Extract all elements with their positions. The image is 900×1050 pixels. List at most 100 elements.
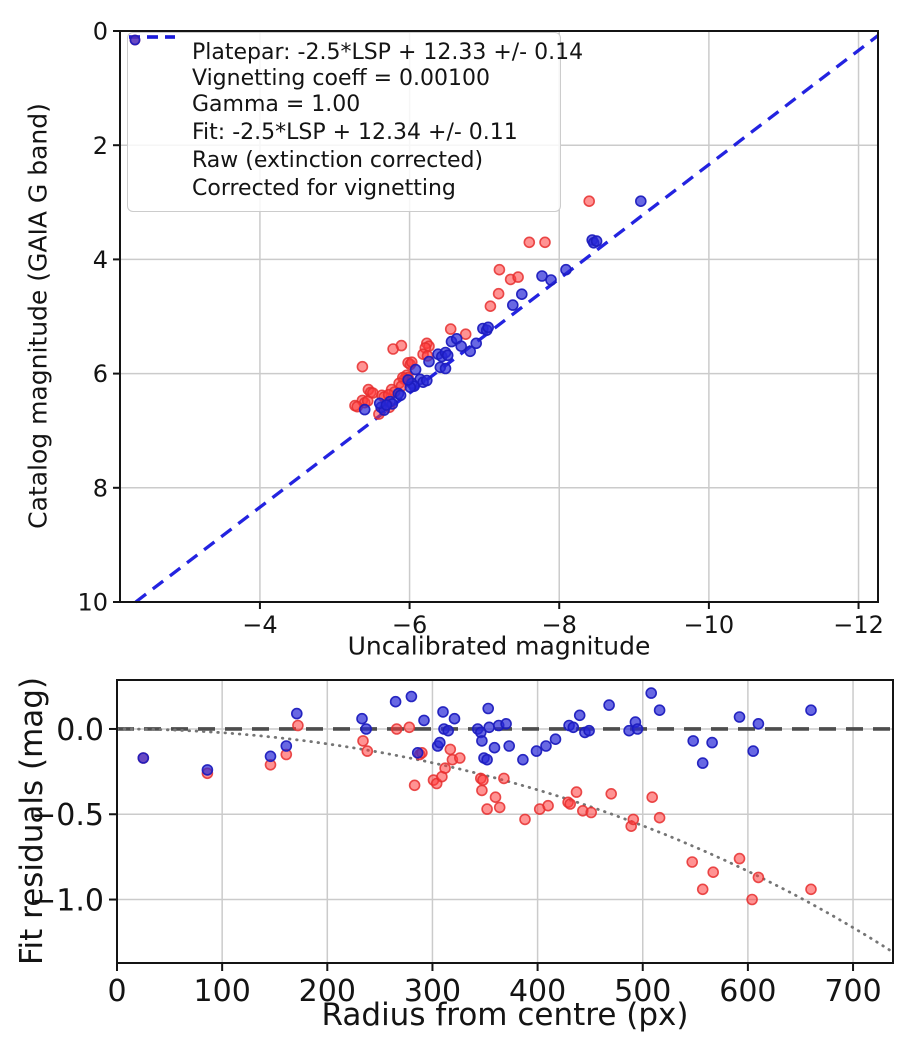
legend-gamma-line: Gamma = 1.00 (192, 92, 361, 117)
data-point-corrected (733, 711, 746, 723)
data-point-corrected (560, 263, 572, 276)
data-point-raw (585, 806, 598, 819)
data-point-corrected (360, 723, 373, 735)
data-point-corrected (411, 746, 424, 759)
data-point-corrected (530, 745, 543, 757)
data-point-raw (542, 799, 554, 812)
y-tick-label: 6 (93, 360, 108, 388)
data-point-corrected (448, 712, 461, 725)
data-point-raw (477, 774, 489, 786)
data-point-corrected (567, 721, 580, 734)
data-point-corrected (356, 712, 368, 725)
data-point-corrected (706, 736, 718, 749)
data-point-raw (390, 723, 403, 735)
fit-line (134, 34, 880, 604)
data-point-corrected (752, 717, 765, 730)
legend-entry-fit: Fit: -2.5*LSP + 12.34 +/- 0.11 (129, 35, 552, 146)
data-point-corrected (476, 735, 488, 747)
data-point-corrected (290, 707, 303, 720)
data-point-raw (292, 719, 304, 732)
data-point-raw (733, 852, 746, 865)
y-tick-label: 4 (93, 246, 108, 274)
legend-raw-text: Raw (extinction corrected) (192, 148, 484, 173)
data-point-corrected (441, 349, 454, 362)
data-point-corrected (500, 717, 512, 730)
x-tick-label: −6 (392, 611, 427, 639)
axes-frame (116, 679, 894, 964)
data-point-raw (403, 721, 416, 734)
data-point-raw (444, 743, 457, 756)
data-point-raw (696, 883, 709, 896)
data-point-raw (484, 300, 497, 313)
data-point-raw (523, 236, 536, 249)
data-point-raw (805, 883, 817, 896)
data-point-corrected (517, 753, 529, 766)
data-point-raw (387, 343, 399, 355)
top-y-axis-label: Catalog magnitude (GAIA G band) (23, 103, 53, 529)
data-point-corrected (409, 363, 422, 376)
x-tick-label: 300 (404, 974, 461, 1009)
data-point-raw (646, 791, 659, 804)
legend-corrected-text: Corrected for vignetting (192, 176, 456, 201)
data-point-raw (492, 287, 505, 300)
data-point-raw (653, 811, 666, 824)
data-point-raw (493, 801, 506, 814)
data-point-corrected (483, 721, 496, 734)
y-tick-label: −0.5 (31, 798, 104, 833)
data-point-corrected (645, 687, 658, 699)
vignetting-model-curve (115, 727, 895, 954)
data-point-corrected (634, 195, 647, 207)
data-point-corrected (137, 752, 150, 764)
axes-frame (119, 30, 879, 603)
data-point-corrected (380, 399, 393, 411)
data-point-corrected (482, 321, 495, 334)
legend-platepar-line1: Platepar: -2.5*LSP + 12.33 +/- 0.14 (192, 40, 584, 65)
data-point-raw (627, 813, 640, 826)
top-x-axis-label: Uncalibrated magnitude (347, 631, 651, 661)
data-point-corrected (482, 702, 495, 715)
x-tick-label: 0 (107, 974, 126, 1009)
legend-entry-raw: Raw (extinction corrected) (129, 34, 552, 174)
legend-vignetting-line: Vignetting coeff = 0.00100 (192, 66, 491, 91)
legend-entry-corrected: Corrected for vignetting (129, 34, 552, 202)
data-point-corrected (503, 740, 516, 752)
x-tick-label: 400 (509, 974, 566, 1009)
data-point-raw (707, 866, 720, 879)
data-point-raw (459, 328, 472, 341)
data-point-raw (481, 803, 493, 815)
data-point-corrected (437, 706, 449, 718)
data-point-raw (493, 263, 506, 276)
data-point-corrected (418, 714, 430, 727)
data-point-raw (444, 323, 457, 335)
bottom-x-axis-label: Radius from centre (px) (321, 997, 689, 1033)
data-point-raw (498, 772, 510, 785)
data-point-corrected (264, 750, 277, 763)
data-point-raw (539, 236, 551, 249)
x-tick-label: −8 (542, 611, 577, 639)
data-point-corrected (603, 699, 615, 711)
data-point-corrected (464, 345, 477, 358)
x-tick-label: −10 (684, 611, 735, 639)
y-tick-label: 10 (77, 589, 108, 617)
data-point-corrected (540, 740, 552, 752)
data-point-corrected (583, 724, 595, 737)
data-point-corrected (653, 704, 666, 717)
data-point-raw (489, 791, 502, 804)
data-point-corrected (573, 709, 586, 722)
data-point-raw (408, 779, 421, 792)
bottom-y-axis-label: Fit residuals (mag) (14, 676, 50, 966)
data-point-raw (746, 893, 758, 906)
data-point-raw (752, 871, 765, 884)
y-tick-label: 0 (93, 18, 108, 46)
data-point-raw (361, 745, 374, 757)
data-point-corrected (488, 741, 501, 754)
data-point-corrected (402, 374, 414, 386)
data-point-raw (519, 813, 531, 826)
data-point-corrected (201, 764, 214, 776)
data-point-corrected (280, 740, 293, 752)
data-point-raw (439, 762, 451, 775)
y-tick-label: 8 (93, 474, 108, 502)
data-point-corrected (358, 403, 371, 416)
legend-entry-platepar: Platepar: -2.5*LSP + 12.33 +/- 0.14 Vign… (129, 35, 583, 118)
